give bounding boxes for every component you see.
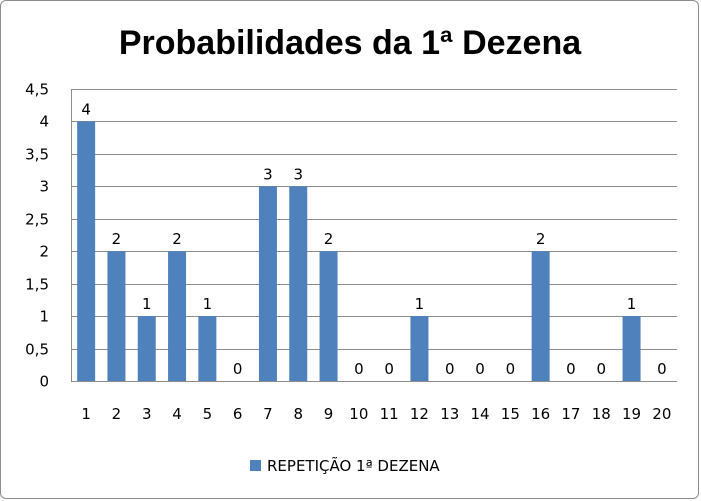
- x-tick-label: 8: [293, 405, 303, 423]
- y-tick-label: 2,5: [25, 211, 49, 229]
- data-label: 2: [324, 230, 334, 248]
- data-label: 1: [203, 295, 213, 313]
- legend-label: REPETIÇÃO 1ª DEZENA: [267, 456, 440, 475]
- x-tick-label: 12: [410, 405, 429, 423]
- y-tick-label: 4,5: [25, 81, 49, 99]
- bars: [77, 121, 641, 381]
- y-tick-label: 3,5: [25, 146, 49, 164]
- chart-title: Probabilidades da 1ª Dezena: [119, 24, 582, 62]
- bar: [289, 186, 308, 381]
- x-tick-label: 10: [349, 405, 368, 423]
- data-label: 0: [566, 360, 576, 378]
- data-label: 1: [142, 295, 152, 313]
- data-label: 0: [445, 360, 455, 378]
- bar: [258, 186, 277, 381]
- x-tick-label: 11: [380, 405, 399, 423]
- bar: [319, 251, 338, 381]
- x-tick-label: 2: [112, 405, 122, 423]
- y-tick-label: 0,5: [25, 341, 49, 359]
- data-label: 2: [112, 230, 122, 248]
- y-tick-label: 0: [39, 373, 49, 391]
- bar: [622, 316, 641, 381]
- bar: [168, 251, 187, 381]
- gridlines: [71, 89, 677, 382]
- x-tick-label: 19: [622, 405, 641, 423]
- data-label: 0: [506, 360, 516, 378]
- data-label: 0: [233, 360, 243, 378]
- bar: [410, 316, 429, 381]
- data-label: 2: [172, 230, 182, 248]
- y-tick-label: 2: [39, 243, 49, 261]
- x-tick-label: 14: [471, 405, 490, 423]
- data-label: 1: [415, 295, 425, 313]
- data-label: 0: [354, 360, 364, 378]
- x-axis-ticks: 1 2 3 4 5 6 7 8 9 10 11 12 13 14 15 16 17 18 19 20: [81, 405, 671, 423]
- data-label: 0: [657, 360, 667, 378]
- data-label: 0: [475, 360, 485, 378]
- data-label: 0: [596, 360, 606, 378]
- legend: REPETIÇÃO 1ª DEZENA: [250, 456, 440, 475]
- bar: [77, 121, 96, 381]
- x-tick-label: 9: [324, 405, 334, 423]
- bar: [198, 316, 217, 381]
- x-tick-label: 17: [561, 405, 580, 423]
- x-tick-label: 5: [203, 405, 213, 423]
- data-labels: 4 2 1 2 1 0 3 3 2 0 0 1 0 0 0 2 0 0 1 0: [81, 100, 666, 378]
- y-tick-label: 3: [39, 178, 49, 196]
- x-tick-label: 18: [592, 405, 611, 423]
- y-tick-label: 4: [39, 113, 49, 131]
- y-axis-ticks: 0 0,5 1 1,5 2 2,5 3 3,5 4 4,5: [25, 81, 49, 391]
- x-tick-label: 16: [531, 405, 550, 423]
- data-label: 1: [627, 295, 637, 313]
- data-label: 4: [81, 100, 91, 118]
- bar: [137, 316, 156, 381]
- y-tick-label: 1,5: [25, 276, 49, 294]
- x-tick-label: 20: [652, 405, 671, 423]
- data-label: 3: [293, 165, 303, 183]
- x-tick-label: 1: [81, 405, 91, 423]
- x-tick-label: 7: [263, 405, 273, 423]
- x-tick-label: 13: [440, 405, 459, 423]
- x-tick-label: 3: [142, 405, 152, 423]
- x-tick-label: 6: [233, 405, 243, 423]
- x-tick-label: 4: [172, 405, 182, 423]
- x-tick-label: 15: [501, 405, 520, 423]
- legend-swatch: [250, 460, 261, 471]
- y-tick-label: 1: [39, 308, 49, 326]
- data-label: 0: [384, 360, 394, 378]
- bar: [107, 251, 126, 381]
- data-label: 2: [536, 230, 546, 248]
- data-label: 3: [263, 165, 273, 183]
- bar: [531, 251, 550, 381]
